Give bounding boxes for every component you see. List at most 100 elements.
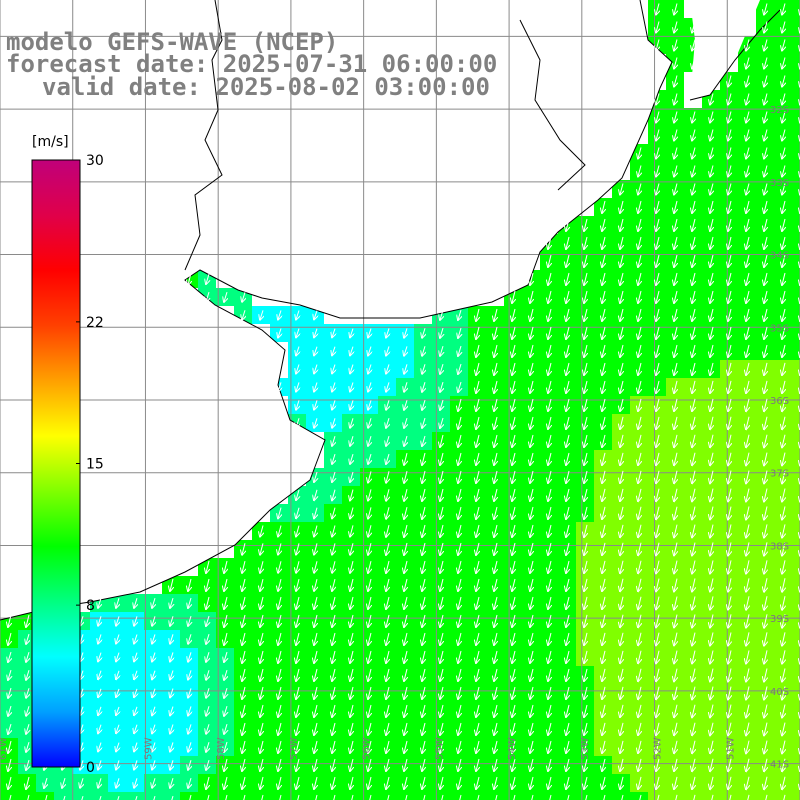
speed-cell [792, 594, 800, 612]
speed-cell [630, 792, 648, 800]
speed-cell [234, 792, 252, 800]
speed-cell [144, 792, 162, 800]
speed-cell [792, 432, 800, 450]
speed-cell [36, 792, 54, 800]
speed-cell [792, 378, 800, 396]
latitude-label: 39S [770, 614, 789, 625]
speed-cell [720, 792, 738, 800]
speed-cell [792, 774, 800, 792]
latitude-label: 41S [770, 760, 789, 771]
speed-cell [792, 162, 800, 180]
speed-cell [72, 792, 90, 800]
speed-cell [792, 0, 800, 18]
speed-cell [792, 126, 800, 144]
speed-cell [792, 288, 800, 306]
longitude-label: 51W [725, 737, 736, 760]
speed-cell [792, 342, 800, 360]
longitude-label: 58W [216, 737, 227, 760]
speed-cell [792, 180, 800, 198]
speed-cell [792, 270, 800, 288]
speed-cell [792, 324, 800, 342]
speed-cell [540, 792, 558, 800]
speed-cell [396, 792, 414, 800]
speed-cell [450, 792, 468, 800]
speed-cell [792, 198, 800, 216]
speed-cell [342, 792, 360, 800]
speed-cell [792, 486, 800, 504]
speed-cell [792, 468, 800, 486]
speed-cell [666, 792, 684, 800]
longitude-label: 61W [0, 737, 9, 760]
speed-cell [576, 792, 594, 800]
speed-cell [558, 792, 576, 800]
colorbar-tick-label: 22 [86, 315, 104, 331]
speed-cell [792, 720, 800, 738]
speed-cell [738, 792, 756, 800]
colorbar-tick-label: 0 [86, 760, 95, 776]
speed-cell [0, 792, 18, 800]
latitude-label: 37S [770, 469, 789, 480]
speed-cell [792, 504, 800, 522]
speed-cell [792, 72, 800, 90]
speed-cell [216, 792, 234, 800]
colorbar-tick-label: 15 [86, 457, 104, 473]
speed-cell [18, 792, 36, 800]
speed-cell [792, 738, 800, 756]
speed-cell [612, 792, 630, 800]
speed-cell [792, 396, 800, 414]
longitude-label: 57W [289, 737, 300, 760]
speed-cell [324, 792, 342, 800]
longitude-label: 55W [434, 737, 445, 760]
speed-cell [792, 666, 800, 684]
speed-cell [378, 792, 396, 800]
colorbar-tick-label: 8 [86, 598, 95, 614]
colorbar-bar [31, 159, 81, 768]
speed-cell [648, 792, 666, 800]
speed-cell [792, 522, 800, 540]
latitude-label: 36S [770, 396, 789, 407]
speed-cell [90, 792, 108, 800]
longitude-label: 53W [580, 737, 591, 760]
speed-cell [792, 630, 800, 648]
valid-date: valid date: 2025-08-02 03:00:00 [42, 73, 490, 101]
speed-cell [792, 306, 800, 324]
speed-cell [792, 684, 800, 702]
speed-cell [792, 90, 800, 108]
speed-cell [432, 792, 450, 800]
latitude-label: 32S [770, 105, 789, 116]
speed-cell [792, 360, 800, 378]
speed-cell [792, 252, 800, 270]
speed-cell [792, 234, 800, 252]
speed-cell [504, 792, 522, 800]
speed-cell [792, 54, 800, 72]
speed-cell [792, 558, 800, 576]
speed-cell [792, 450, 800, 468]
speed-cell [108, 792, 126, 800]
speed-cell [270, 792, 288, 800]
speed-cell [792, 540, 800, 558]
speed-cell [180, 792, 198, 800]
longitude-label: 56W [362, 737, 373, 760]
longitude-label: 52W [653, 737, 664, 760]
speed-cell [792, 756, 800, 774]
speed-cell [522, 792, 540, 800]
speed-cell [684, 792, 702, 800]
speed-cell [414, 792, 432, 800]
speed-cell [792, 18, 800, 36]
longitude-label: 59W [143, 737, 154, 760]
speed-cell [792, 612, 800, 630]
speed-cell [594, 792, 612, 800]
speed-cell [486, 792, 504, 800]
colorbar-unit-label: [m/s] [32, 134, 69, 150]
speed-cell [306, 792, 324, 800]
speed-cell [792, 792, 800, 800]
latitude-label: 35S [770, 323, 789, 334]
longitude-label: 54W [507, 737, 518, 760]
speed-cell [126, 792, 144, 800]
speed-cell [792, 36, 800, 54]
speed-cell [54, 792, 72, 800]
latitude-label: 33S [770, 178, 789, 189]
speed-cell [792, 576, 800, 594]
